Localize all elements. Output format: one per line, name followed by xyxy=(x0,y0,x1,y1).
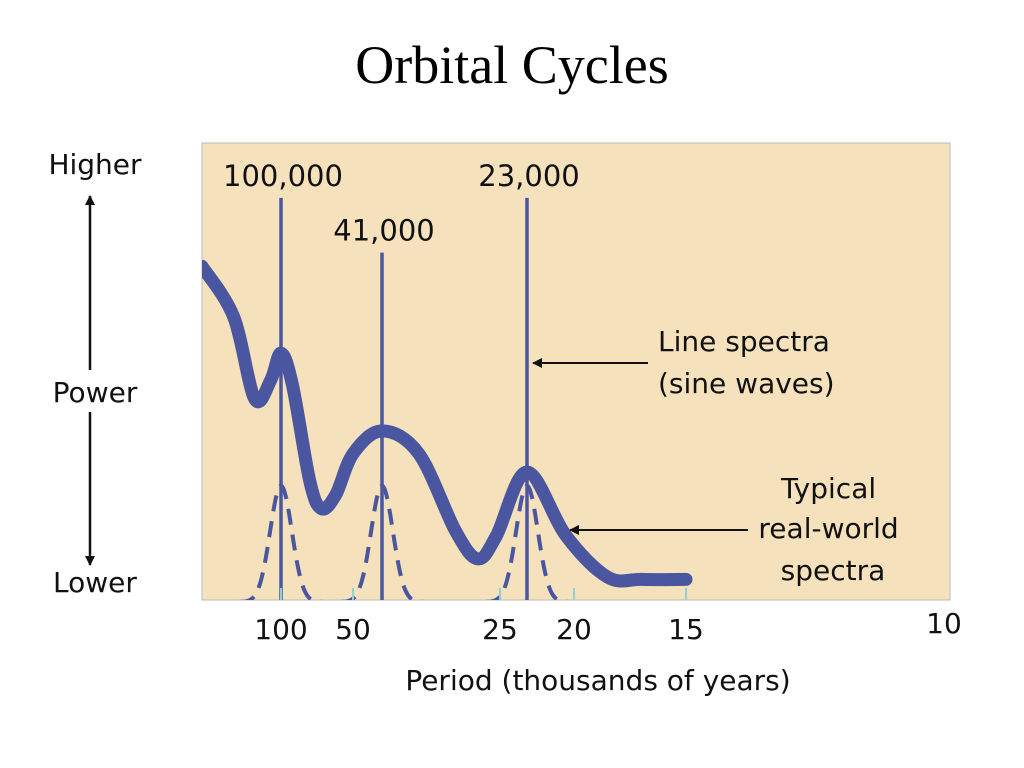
x-tick-label-2: 25 xyxy=(482,613,518,646)
annotation-real-world: Typical real-world spectra xyxy=(758,472,907,587)
plot-background xyxy=(201,142,951,601)
annotation-real-world-line2: real-world xyxy=(758,512,898,545)
line-spectrum-label-2: 23,000 xyxy=(478,159,579,193)
y-axis-top-label: Higher xyxy=(48,148,142,181)
annotation-real-world-line3: spectra xyxy=(781,554,886,587)
x-tick-label-1: 50 xyxy=(335,613,371,646)
x-tick-label-0: 100 xyxy=(254,613,307,646)
real-world-spectrum-curve xyxy=(202,259,693,588)
x-tick-label-3: 20 xyxy=(556,613,592,646)
annotation-line-spectra-line2: (sine waves) xyxy=(658,367,835,400)
line-spectrum-label-0: 100,000 xyxy=(223,159,343,193)
annotation-real-world-line1: Typical xyxy=(780,472,876,505)
y-axis-label: Power xyxy=(53,376,138,409)
line-spectrum-label-1: 41,000 xyxy=(333,214,434,248)
x-tick-label-5: 10 xyxy=(926,607,962,640)
slide-title: Orbital Cycles xyxy=(355,35,669,95)
x-tick-label-4: 15 xyxy=(668,613,704,646)
x-axis-label: Period (thousands of years) xyxy=(405,664,790,697)
annotation-line-spectra-line1: Line spectra xyxy=(658,325,830,358)
annotation-line-spectra: Line spectra (sine waves) xyxy=(658,325,839,400)
y-axis-bottom-label: Lower xyxy=(53,566,137,599)
